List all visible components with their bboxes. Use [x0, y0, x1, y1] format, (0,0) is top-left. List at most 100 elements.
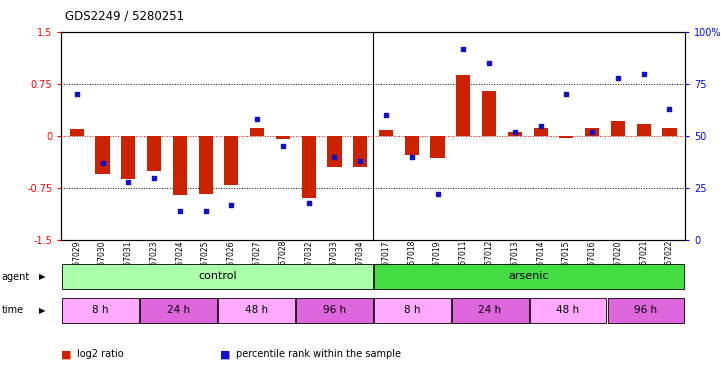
Point: [380, 112, 392, 118]
Text: GSM67020: GSM67020: [614, 240, 622, 282]
Text: arsenic: arsenic: [509, 271, 549, 281]
Text: GSM67028: GSM67028: [278, 240, 288, 281]
Bar: [173, 136, 187, 195]
Text: GSM67013: GSM67013: [510, 240, 519, 282]
Bar: [301, 136, 316, 198]
Text: GSM67014: GSM67014: [536, 240, 545, 282]
Bar: [508, 132, 522, 136]
Text: ■: ■: [61, 350, 72, 359]
Point: [355, 158, 366, 164]
Point: [149, 175, 160, 181]
Text: ▶: ▶: [39, 306, 45, 315]
Point: [277, 143, 288, 149]
Bar: [482, 91, 496, 136]
Bar: [198, 136, 213, 194]
Point: [406, 154, 417, 160]
Bar: [637, 124, 651, 136]
Point: [535, 123, 547, 129]
Bar: [451, 298, 528, 323]
Point: [664, 106, 676, 112]
Bar: [140, 298, 217, 323]
Point: [432, 191, 443, 197]
Point: [586, 129, 598, 135]
Bar: [404, 136, 419, 155]
Text: ▶: ▶: [39, 272, 45, 281]
Text: GSM67019: GSM67019: [433, 240, 442, 282]
Point: [303, 200, 314, 206]
Text: GSM67032: GSM67032: [304, 240, 313, 282]
Point: [71, 92, 82, 98]
Text: GSM67022: GSM67022: [665, 240, 674, 281]
Text: ■: ■: [220, 350, 231, 359]
Text: 48 h: 48 h: [244, 305, 267, 315]
Text: GSM67027: GSM67027: [252, 240, 262, 282]
Point: [97, 160, 108, 166]
Bar: [379, 130, 393, 136]
Bar: [559, 136, 573, 138]
Text: 96 h: 96 h: [634, 305, 658, 315]
Bar: [218, 298, 295, 323]
Bar: [95, 136, 110, 174]
Text: GSM67011: GSM67011: [459, 240, 468, 281]
Bar: [611, 121, 625, 136]
Text: GSM67034: GSM67034: [355, 240, 365, 282]
Text: GSM67031: GSM67031: [124, 240, 133, 282]
Bar: [430, 136, 445, 158]
Text: 48 h: 48 h: [557, 305, 580, 315]
Bar: [373, 264, 684, 289]
Text: control: control: [198, 271, 236, 281]
Point: [200, 208, 211, 214]
Point: [329, 154, 340, 160]
Text: GSM67025: GSM67025: [201, 240, 210, 282]
Text: GSM67023: GSM67023: [149, 240, 159, 282]
Text: GSM67024: GSM67024: [175, 240, 185, 282]
Text: GSM67018: GSM67018: [407, 240, 416, 281]
Bar: [70, 129, 84, 136]
Bar: [296, 298, 373, 323]
Bar: [276, 136, 290, 139]
Point: [252, 116, 263, 122]
Bar: [224, 136, 239, 184]
Bar: [529, 298, 606, 323]
Text: GSM67026: GSM67026: [227, 240, 236, 282]
Point: [612, 75, 624, 81]
Text: GSM67030: GSM67030: [98, 240, 107, 282]
Text: 8 h: 8 h: [92, 305, 109, 315]
Text: GDS2249 / 5280251: GDS2249 / 5280251: [65, 9, 184, 22]
Bar: [147, 136, 162, 171]
Point: [561, 92, 572, 98]
Point: [458, 45, 469, 51]
Text: GSM67016: GSM67016: [588, 240, 597, 282]
Bar: [62, 298, 138, 323]
Text: 96 h: 96 h: [322, 305, 345, 315]
Text: GSM67012: GSM67012: [485, 240, 494, 281]
Text: percentile rank within the sample: percentile rank within the sample: [236, 350, 401, 359]
Text: GSM67017: GSM67017: [381, 240, 391, 282]
Text: 24 h: 24 h: [479, 305, 502, 315]
Text: GSM67015: GSM67015: [562, 240, 571, 282]
Text: GSM67029: GSM67029: [72, 240, 81, 282]
Text: agent: agent: [1, 272, 30, 282]
Point: [509, 129, 521, 135]
Bar: [62, 264, 373, 289]
Point: [226, 202, 237, 208]
Bar: [250, 128, 264, 136]
Point: [174, 208, 185, 214]
Text: 8 h: 8 h: [404, 305, 420, 315]
Text: log2 ratio: log2 ratio: [77, 350, 124, 359]
Text: 24 h: 24 h: [167, 305, 190, 315]
Text: GSM67021: GSM67021: [640, 240, 648, 281]
Point: [123, 179, 134, 185]
Point: [638, 70, 650, 76]
Text: time: time: [1, 305, 24, 315]
Bar: [456, 75, 470, 136]
Bar: [327, 136, 342, 167]
Bar: [585, 128, 599, 136]
Bar: [373, 298, 451, 323]
Bar: [534, 128, 548, 136]
Bar: [663, 128, 676, 136]
Bar: [353, 136, 367, 167]
Bar: [121, 136, 136, 179]
Bar: [608, 298, 684, 323]
Text: GSM67033: GSM67033: [330, 240, 339, 282]
